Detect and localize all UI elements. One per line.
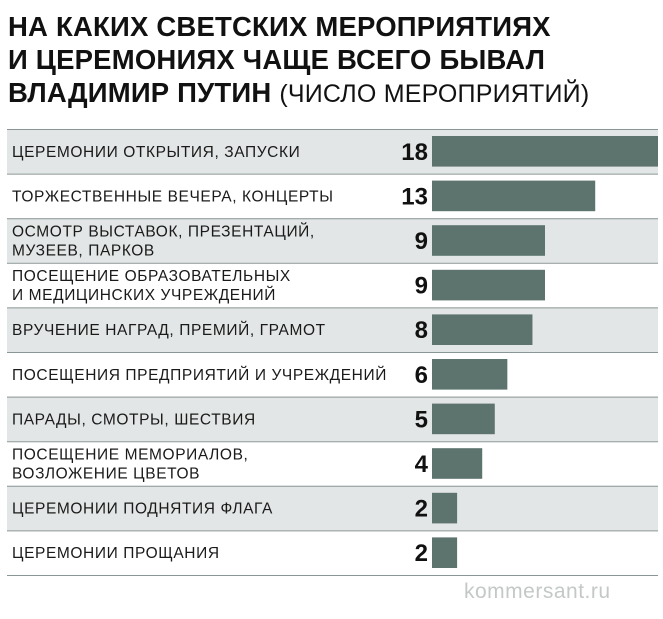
category-label-line: И МЕДИЦИНСКИХ УЧРЕЖДЕНИЙ xyxy=(12,286,276,304)
value-label: 9 xyxy=(415,273,428,300)
category-label-line: ВОЗЛОЖЕНИЕ ЦВЕТОВ xyxy=(12,466,200,483)
value-label: 18 xyxy=(401,139,428,166)
bar xyxy=(432,359,508,390)
category-label: ПОСЕЩЕНИЯ ПРЕДПРИЯТИЙ И УЧРЕЖДЕНИЙ xyxy=(12,366,387,384)
category-label: ЦЕРЕМОНИИ ПОДНЯТИЯ ФЛАГА xyxy=(12,501,273,518)
value-label: 8 xyxy=(415,317,428,344)
value-label: 2 xyxy=(415,496,428,523)
row-background xyxy=(7,307,658,352)
category-label: ПАРАДЫ, СМОТРЫ, ШЕСТВИЯ xyxy=(12,411,256,428)
category-label-line: ТОРЖЕСТВЕННЫЕ ВЕЧЕРА, КОНЦЕРТЫ xyxy=(12,188,334,205)
category-label: ЦЕРЕМОНИИ ОТКРЫТИЯ, ЗАПУСКИ xyxy=(12,144,300,161)
row-background xyxy=(7,396,658,442)
chart-title: НА КАКИХ СВЕТСКИХ МЕРОПРИЯТИЯХ И ЦЕРЕМОН… xyxy=(8,10,658,111)
value-label: 4 xyxy=(415,451,429,478)
category-label-line: ЦЕРЕМОНИИ ПРОЩАНИЯ xyxy=(12,545,220,562)
chart-subtitle: (ЧИСЛО МЕРОПРИЯТИЙ) xyxy=(279,80,590,108)
row-background xyxy=(7,485,658,531)
watermark: kommersant.ru xyxy=(464,580,611,603)
category-label: ПОСЕЩЕНИЕ ОБРАЗОВАТЕЛЬНЫХ И МЕДИЦИНСКИХ У… xyxy=(12,268,291,304)
bar xyxy=(432,537,458,568)
title-name: ВЛАДИМИР ПУТИН xyxy=(8,77,272,108)
category-label-line: ПОСЕЩЕНИЯ ПРЕДПРИЯТИЙ И УЧРЕЖДЕНИЙ xyxy=(12,366,387,384)
title-line-1: НА КАКИХ СВЕТСКИХ МЕРОПРИЯТИЯХ xyxy=(8,11,551,42)
value-label: 6 xyxy=(415,362,428,389)
category-label: ЦЕРЕМОНИИ ПРОЩАНИЯ xyxy=(12,545,220,562)
category-label-line: ЦЕРЕМОНИИ ОТКРЫТИЯ, ЗАПУСКИ xyxy=(12,144,300,161)
value-label: 5 xyxy=(415,406,428,433)
bar xyxy=(432,314,533,345)
value-label: 2 xyxy=(415,540,428,567)
category-label-line: ПАРАДЫ, СМОТРЫ, ШЕСТВИЯ xyxy=(12,411,256,428)
value-label: 13 xyxy=(401,183,428,210)
category-label: ПОСЕЩЕНИЕ МЕМОРИАЛОВ, ВОЗЛОЖЕНИЕ ЦВЕТОВ xyxy=(12,447,248,483)
title-line-3: ВЛАДИМИР ПУТИН (ЧИСЛО МЕРОПРИЯТИЙ) xyxy=(8,76,658,111)
category-label-line: ВРУЧЕНИЕ НАГРАД, ПРЕМИЙ, ГРАМОТ xyxy=(12,321,326,339)
category-label-line: ОСМОТР ВЫСТАВОК, ПРЕЗЕНТАЦИЙ, xyxy=(12,223,315,241)
bar xyxy=(432,180,596,212)
bar xyxy=(432,403,495,435)
category-label: ВРУЧЕНИЕ НАГРАД, ПРЕМИЙ, ГРАМОТ xyxy=(12,321,326,339)
bar xyxy=(432,492,458,524)
row-background xyxy=(7,218,658,263)
category-label-line: ЦЕРЕМОНИИ ПОДНЯТИЯ ФЛАГА xyxy=(12,501,273,518)
category-label-line: МУЗЕЕВ, ПАРКОВ xyxy=(12,243,155,260)
bar xyxy=(432,225,545,256)
bar xyxy=(432,448,483,479)
bar xyxy=(432,269,545,301)
value-label: 9 xyxy=(415,228,428,255)
category-label-line: ПОСЕЩЕНИЕ МЕМОРИАЛОВ, xyxy=(12,447,248,464)
title-line-2: И ЦЕРЕМОНИЯХ ЧАЩЕ ВСЕГО БЫВАЛ xyxy=(8,44,546,75)
category-label: ОСМОТР ВЫСТАВОК, ПРЕЗЕНТАЦИЙ, МУЗЕЕВ, ПАР… xyxy=(12,223,315,260)
bar xyxy=(432,136,658,167)
category-label: ТОРЖЕСТВЕННЫЕ ВЕЧЕРА, КОНЦЕРТЫ xyxy=(12,188,334,205)
category-label-line: ПОСЕЩЕНИЕ ОБРАЗОВАТЕЛЬНЫХ xyxy=(12,268,291,285)
